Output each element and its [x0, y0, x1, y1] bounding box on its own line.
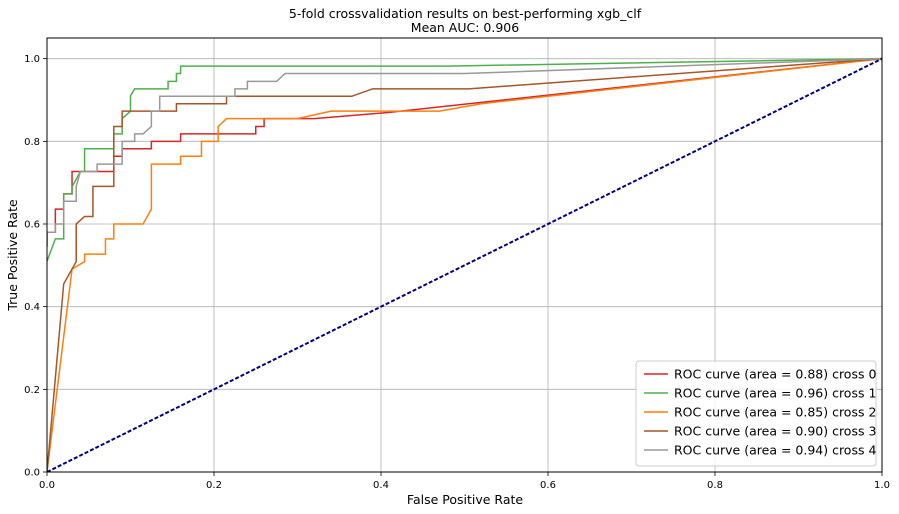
y-tick-label: 0.6 [24, 220, 40, 231]
y-axis-label: True Positive Rate [5, 199, 20, 312]
series-lines [47, 57, 882, 472]
roc-curve-cross-0 [47, 57, 882, 247]
plot-frame [46, 37, 883, 473]
y-tick-label: 0.2 [24, 385, 40, 396]
legend-label: ROC curve (area = 0.94) cross 4 [674, 443, 876, 458]
x-tick-label: 0.6 [540, 480, 556, 491]
x-tick-label: 1.0 [874, 480, 890, 491]
legend: ROC curve (area = 0.88) cross 0 ROC curve… [635, 360, 877, 467]
y-tick-label: 1.0 [24, 54, 40, 65]
legend-label: ROC curve (area = 0.90) cross 3 [674, 424, 876, 439]
ticks: 0.0 0.2 0.4 0.6 0.8 1.0 0.0 0.2 0.4 0.6 0.8 1.0 [24, 54, 890, 491]
roc-curve-cross-3 [47, 57, 882, 472]
roc-curve-cross-4 [47, 57, 882, 234]
x-tick-label: 0.0 [39, 480, 55, 491]
x-tick-label: 0.4 [373, 480, 389, 491]
x-axis-label: False Positive Rate [407, 492, 523, 507]
chance-diagonal-line [47, 57, 882, 472]
legend-label: ROC curve (area = 0.88) cross 0 [674, 367, 876, 382]
chart-subtitle: Mean AUC: 0.906 [411, 20, 519, 35]
x-tick-label: 0.2 [206, 480, 222, 491]
roc-curve-cross-2 [47, 57, 882, 472]
legend-box [635, 360, 877, 467]
y-tick-label: 0.4 [24, 302, 40, 313]
legend-label: ROC curve (area = 0.85) cross 2 [674, 405, 876, 420]
y-tick-label: 0.0 [24, 468, 40, 479]
chart-title: 5-fold crossvalidation results on best-p… [289, 6, 642, 21]
legend-label: ROC curve (area = 0.96) cross 1 [674, 386, 876, 401]
x-tick-label: 0.8 [707, 480, 723, 491]
y-tick-label: 0.8 [24, 137, 40, 148]
